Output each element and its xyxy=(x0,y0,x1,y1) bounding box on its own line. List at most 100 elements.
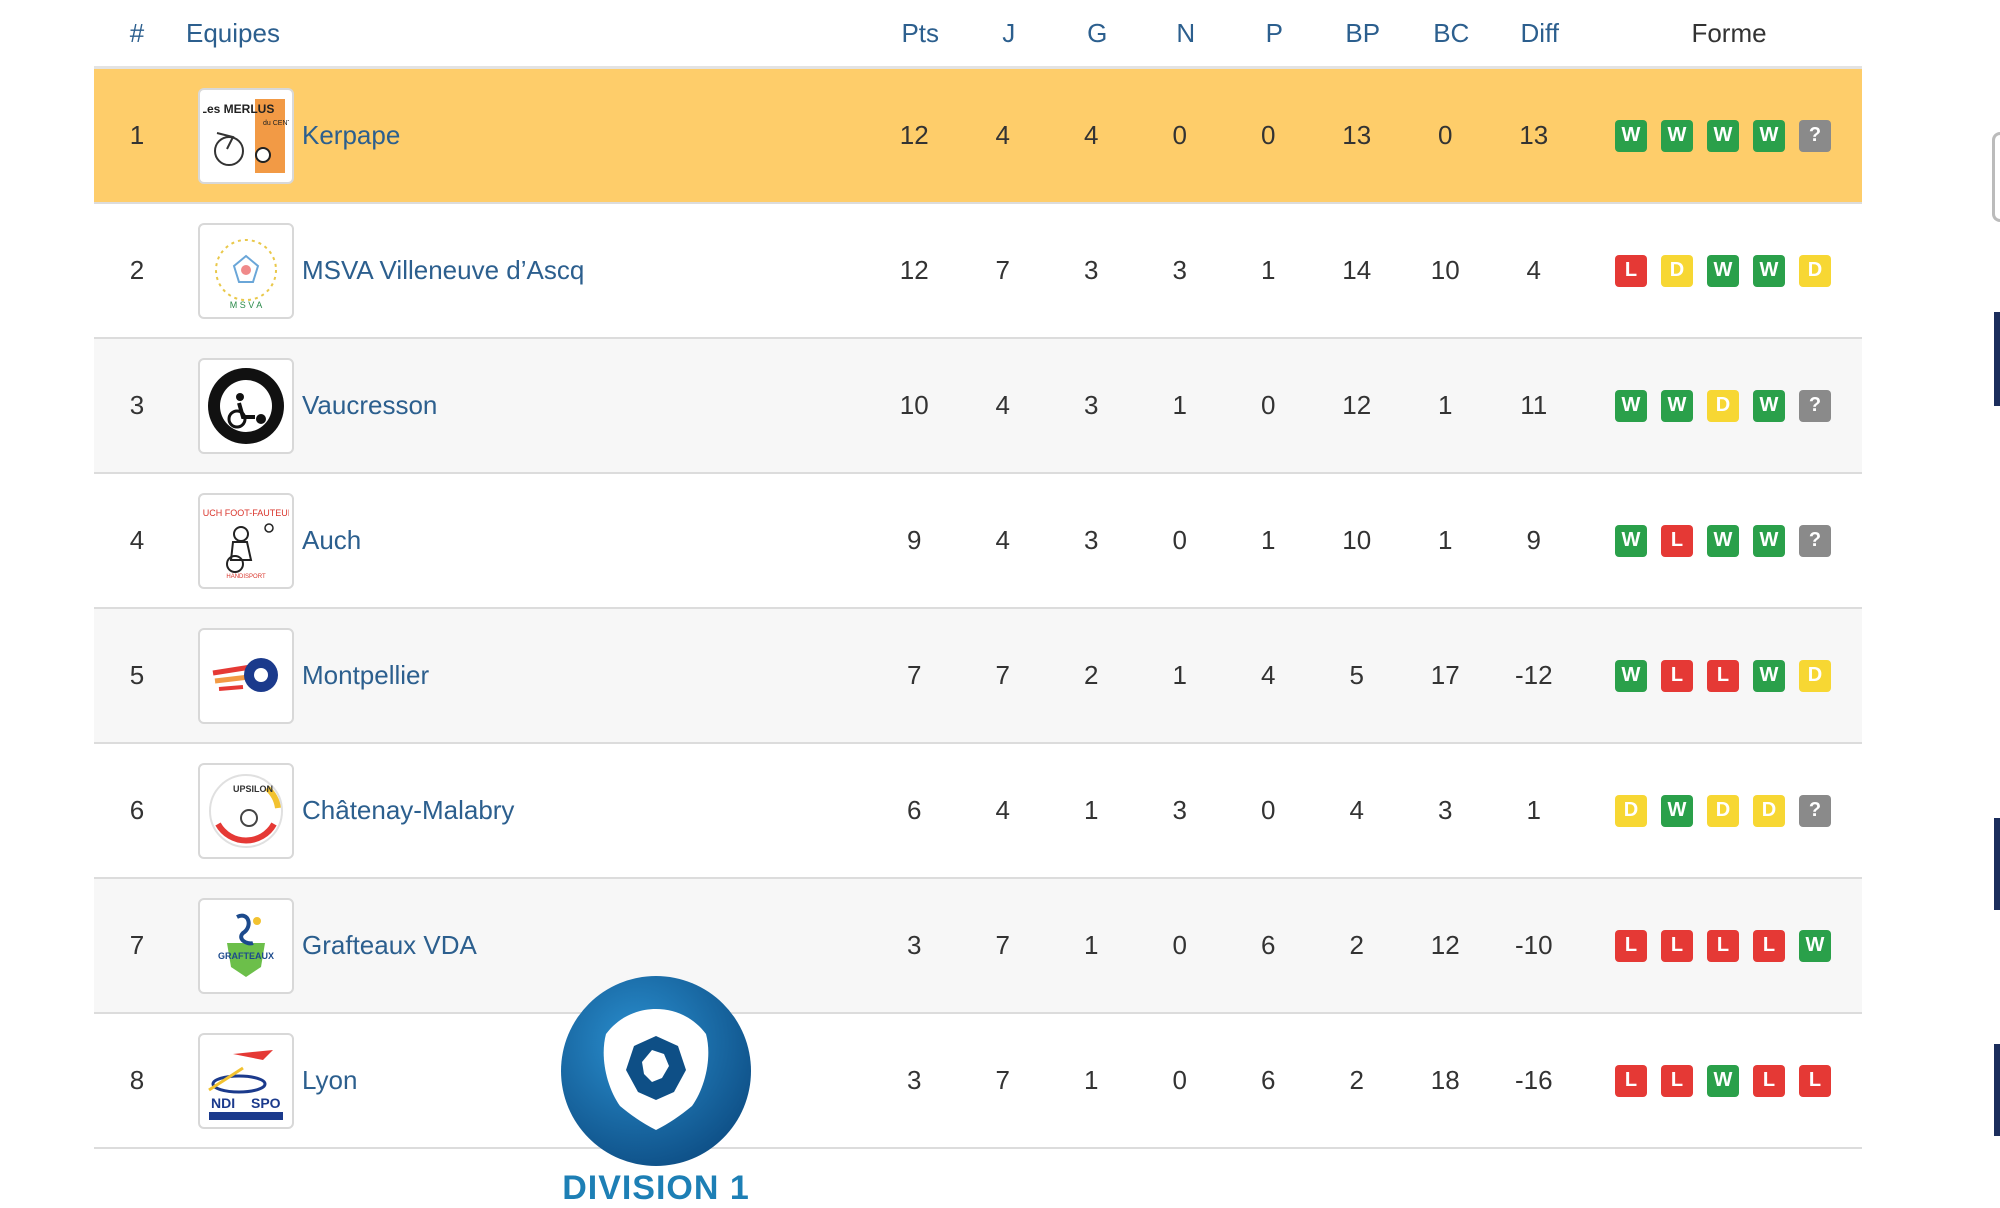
team-name-link[interactable]: Grafteaux VDA xyxy=(302,930,477,960)
team-p: 6 xyxy=(1261,930,1276,960)
team-logo[interactable]: AUCH FOOT-FAUTEUIL HANDISPORT xyxy=(198,492,294,589)
team-logo[interactable]: Les MERLUS du CENTRE xyxy=(198,87,294,184)
team-logo[interactable]: GRAFTEAUX xyxy=(198,897,294,994)
team-logo[interactable]: NDI SPO xyxy=(198,1032,294,1129)
team-pts: 3 xyxy=(907,1065,922,1095)
forme-badge[interactable]: L xyxy=(1707,929,1739,962)
team-n: 0 xyxy=(1172,930,1187,960)
forme-badge[interactable]: ? xyxy=(1799,524,1831,557)
forme-badge[interactable]: L xyxy=(1799,1064,1831,1097)
forme-badge[interactable]: L xyxy=(1615,254,1647,287)
team-j: 4 xyxy=(995,525,1010,555)
forme-badge[interactable]: L xyxy=(1707,659,1739,692)
header-pts[interactable]: Pts xyxy=(901,17,940,48)
team-name-link[interactable]: Châtenay-Malabry xyxy=(302,795,515,825)
team-diff: -12 xyxy=(1514,660,1553,690)
forme-badge[interactable]: ? xyxy=(1799,389,1831,422)
team-logo-cell: GRAFTEAUX xyxy=(180,897,296,994)
forme-badge[interactable]: W xyxy=(1753,119,1785,152)
team-rank: 4 xyxy=(129,525,145,555)
forme-badge[interactable]: W xyxy=(1661,794,1693,827)
team-name-link[interactable]: MSVA Villeneuve d’Ascq xyxy=(302,255,585,285)
forme-badge[interactable]: L xyxy=(1753,1064,1785,1097)
team-diff: 9 xyxy=(1526,525,1541,555)
forme-badge[interactable]: W xyxy=(1799,929,1831,962)
team-logo-cell: UPSILON xyxy=(180,762,296,859)
forme-badge[interactable]: D xyxy=(1707,389,1739,422)
team-bp: 14 xyxy=(1342,255,1372,285)
team-n: 1 xyxy=(1172,660,1187,690)
forme-badge[interactable]: D xyxy=(1707,794,1739,827)
header-forme: Forme xyxy=(1691,17,1767,48)
team-p: 4 xyxy=(1261,660,1276,690)
svg-text:HANDISPORT: HANDISPORT xyxy=(226,574,266,580)
forme-badge[interactable]: W xyxy=(1615,524,1647,557)
header-bp[interactable]: BP xyxy=(1345,17,1381,48)
forme-badge[interactable]: ? xyxy=(1799,119,1831,152)
forme-badge[interactable]: W xyxy=(1707,254,1739,287)
forme-badge[interactable]: D xyxy=(1661,254,1693,287)
forme-badge[interactable]: D xyxy=(1753,794,1785,827)
forme-badge[interactable]: L xyxy=(1615,929,1647,962)
team-diff: -10 xyxy=(1514,930,1553,960)
division-label: DIVISION 1 xyxy=(562,1169,750,1207)
forme-badge[interactable]: L xyxy=(1661,524,1693,557)
team-g: 1 xyxy=(1084,795,1099,825)
team-g: 3 xyxy=(1084,390,1099,420)
forme-badge[interactable]: L xyxy=(1753,929,1785,962)
team-logo[interactable]: UPSILON xyxy=(198,762,294,859)
forme-badge[interactable]: W xyxy=(1615,119,1647,152)
header-diff[interactable]: Diff xyxy=(1520,17,1560,48)
team-bc: 3 xyxy=(1438,795,1453,825)
header-p[interactable]: P xyxy=(1265,17,1283,48)
forme-badge[interactable]: D xyxy=(1799,254,1831,287)
team-logo[interactable] xyxy=(198,627,294,724)
team-name-link[interactable]: Auch xyxy=(302,525,362,555)
team-j: 7 xyxy=(995,930,1010,960)
team-p: 1 xyxy=(1261,525,1276,555)
forme-badge[interactable]: D xyxy=(1615,794,1647,827)
forme-badge[interactable]: W xyxy=(1661,119,1693,152)
forme-badge[interactable]: ? xyxy=(1799,794,1831,827)
forme-badge[interactable]: W xyxy=(1707,119,1739,152)
forme-badge[interactable]: W xyxy=(1753,389,1785,422)
team-logo-cell: AUCH FOOT-FAUTEUIL HANDISPORT xyxy=(180,492,296,589)
header-j[interactable]: J xyxy=(1002,17,1016,48)
team-name-link[interactable]: Montpellier xyxy=(302,660,430,690)
team-g: 1 xyxy=(1084,930,1099,960)
header-bc[interactable]: BC xyxy=(1433,17,1470,48)
forme-badge[interactable]: W xyxy=(1615,659,1647,692)
team-bp: 5 xyxy=(1349,660,1364,690)
team-g: 2 xyxy=(1084,660,1099,690)
forme-badge[interactable]: W xyxy=(1707,1064,1739,1097)
forme-badge[interactable]: W xyxy=(1753,254,1785,287)
forme-badge[interactable]: W xyxy=(1753,524,1785,557)
forme-badge[interactable]: L xyxy=(1615,1064,1647,1097)
table-row: 6 UPSILON Châtenay-Malabry 6 4 1 3 0 4 3 1 D W D D? xyxy=(94,744,1862,879)
svg-text:UPSILON: UPSILON xyxy=(233,784,273,794)
team-p: 0 xyxy=(1261,390,1276,420)
edge-tab-1 xyxy=(1994,312,2000,406)
team-logo[interactable] xyxy=(198,357,294,454)
team-bp: 2 xyxy=(1349,1065,1364,1095)
forme-badge[interactable]: D xyxy=(1799,659,1831,692)
forme-badge[interactable]: W xyxy=(1707,524,1739,557)
svg-text:M S V A: M S V A xyxy=(230,300,263,310)
forme-badge[interactable]: W xyxy=(1615,389,1647,422)
team-logo[interactable]: M S V A xyxy=(198,222,294,319)
team-bc: 0 xyxy=(1438,120,1453,150)
forme-badge[interactable]: W xyxy=(1753,659,1785,692)
header-g[interactable]: G xyxy=(1087,17,1108,48)
forme-badge[interactable]: L xyxy=(1661,1064,1693,1097)
team-logo-cell: Les MERLUS du CENTRE xyxy=(180,87,296,184)
team-name-link[interactable]: Vaucresson xyxy=(302,390,438,420)
team-name-link[interactable]: Lyon xyxy=(302,1065,358,1095)
forme-badge[interactable]: W xyxy=(1661,389,1693,422)
header-n[interactable]: N xyxy=(1176,17,1196,48)
forme-badge[interactable]: L xyxy=(1661,659,1693,692)
team-name-link[interactable]: Kerpape xyxy=(302,120,401,150)
table-row: 7 GRAFTEAUX Grafteaux VDA 3 7 1 0 6 2 12 -10 L L L L W xyxy=(94,879,1862,1014)
forme-badge[interactable]: L xyxy=(1661,929,1693,962)
